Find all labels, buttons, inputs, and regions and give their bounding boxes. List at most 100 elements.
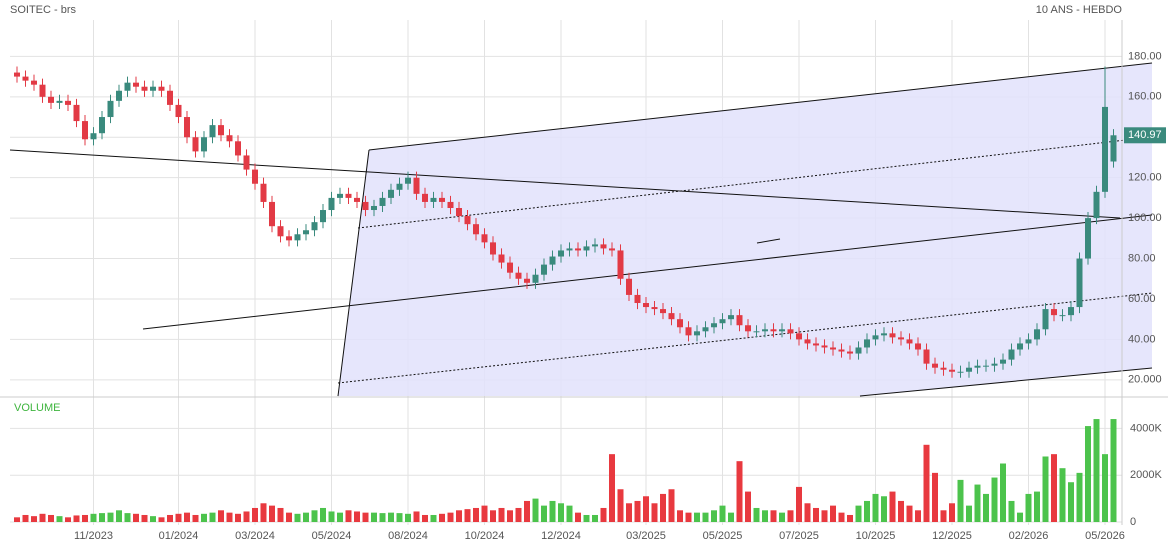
candle-body — [1059, 315, 1066, 317]
volume-bar — [558, 503, 564, 522]
volume-bar — [422, 514, 428, 522]
candle-body — [218, 125, 224, 136]
candle-body — [124, 82, 131, 91]
volume-bar — [481, 505, 488, 522]
candle-body — [949, 369, 955, 372]
candle-body — [269, 201, 275, 227]
channel-area — [338, 63, 1152, 396]
candle-body — [141, 86, 148, 91]
candle-body — [821, 345, 828, 348]
volume-bar — [1102, 454, 1108, 522]
volume-bar — [1008, 500, 1015, 522]
volume-bar — [201, 513, 207, 522]
volume-bar — [371, 512, 377, 522]
candle-body — [48, 96, 54, 103]
channel-dotted-lower — [337, 292, 1153, 384]
candle-body — [566, 248, 573, 251]
volume-bar — [388, 512, 394, 522]
volume-bar — [1059, 468, 1066, 522]
x-tick-label: 05/2024 — [312, 530, 352, 542]
volume-bar — [396, 513, 403, 522]
volume-bar — [694, 512, 700, 522]
candle-body — [626, 278, 632, 295]
volume-bar — [48, 514, 54, 522]
candle-body — [753, 331, 760, 333]
candle-body — [260, 183, 267, 202]
y-tick-label: 40.00 — [1128, 333, 1156, 345]
channel-top — [368, 62, 1153, 151]
candle-body — [932, 363, 938, 368]
volume-bar — [405, 513, 411, 522]
volume-bar — [643, 496, 649, 522]
volume-bar — [379, 513, 386, 522]
volume-bar — [549, 500, 556, 522]
volume-bar — [311, 510, 318, 522]
candle-body — [906, 339, 913, 344]
volume-bar — [303, 512, 309, 522]
candle-body — [770, 329, 777, 332]
candle-body — [65, 100, 71, 105]
volume-bar — [949, 503, 955, 522]
candle-body — [14, 72, 20, 77]
volume-bar — [1110, 419, 1117, 522]
volume-bar — [294, 513, 301, 522]
candle-body — [320, 210, 326, 223]
volume-bar — [209, 512, 216, 522]
volume-bar — [660, 493, 666, 522]
volume-bar — [90, 513, 97, 522]
candle-body — [940, 367, 947, 370]
candle-body — [609, 248, 615, 251]
candle-body — [56, 100, 63, 103]
chart-title: SOITEC - brs — [10, 4, 77, 16]
candle-body — [447, 201, 454, 208]
candle-body — [668, 313, 675, 320]
volume-bar — [821, 510, 828, 522]
volume-bar — [133, 513, 139, 522]
volume-bar — [702, 512, 709, 522]
volume-bar — [252, 507, 258, 522]
volume-bar — [796, 486, 802, 522]
volume-bar — [991, 477, 998, 522]
candle-body — [830, 347, 836, 350]
candle-body — [1017, 343, 1023, 350]
candle-body — [413, 177, 420, 194]
volume-bar — [677, 510, 683, 522]
last-price-box — [1124, 127, 1166, 144]
volume-bar — [1017, 512, 1023, 522]
x-tick-label: 03/2024 — [235, 530, 275, 542]
candle-body — [150, 86, 156, 91]
candle-body — [745, 325, 751, 332]
volume-bar — [830, 505, 836, 522]
candle-body — [498, 254, 505, 263]
volume-bar — [532, 498, 539, 522]
volume-bar — [736, 461, 743, 522]
volume-bar — [898, 500, 904, 522]
volume-bar — [337, 512, 343, 522]
x-tick-label: 12/2024 — [541, 530, 581, 542]
candle-body — [82, 121, 88, 140]
candle-body — [158, 86, 165, 91]
candle-body — [779, 329, 785, 332]
volume-bar — [150, 516, 156, 522]
candle-body — [677, 319, 683, 328]
candle-body — [379, 197, 386, 206]
volume-bar — [940, 510, 947, 522]
volume-bar — [235, 513, 241, 522]
candle-body — [1110, 135, 1117, 162]
candle-body — [685, 327, 692, 336]
candle-body — [371, 205, 377, 211]
candle-body — [651, 307, 658, 310]
candle-body — [116, 90, 122, 101]
drawings — [9, 62, 1153, 397]
candle-body — [1025, 339, 1032, 344]
volume-bar — [753, 507, 760, 522]
candle-body — [1051, 309, 1057, 316]
candle-body — [643, 303, 649, 308]
candle-body — [1093, 191, 1100, 219]
volume-bar — [175, 513, 182, 522]
volume-bar — [906, 505, 913, 522]
candle-body — [881, 333, 887, 336]
volume-bar — [31, 516, 37, 522]
candle-body — [107, 100, 114, 118]
candle-body — [1068, 307, 1074, 316]
